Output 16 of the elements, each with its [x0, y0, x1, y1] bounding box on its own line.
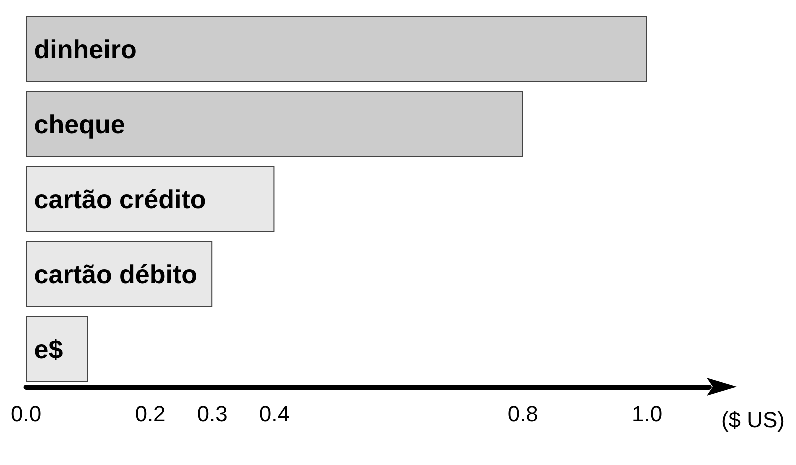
x-tick-label: 0.0: [10, 402, 42, 426]
x-tick-label: 0.3: [197, 402, 228, 426]
x-axis-title: ($ US): [721, 408, 785, 432]
x-tick-label: 0.2: [135, 402, 166, 426]
bar: [26, 16, 648, 82]
y-tick-label: cheque: [34, 110, 126, 140]
bar: [26, 92, 524, 158]
x-tick-label: 0.8: [508, 402, 538, 426]
bar: [26, 166, 275, 232]
y-tick-label: dinheiro: [34, 34, 137, 64]
bar: [26, 316, 88, 382]
y-tick-label: cartão débito: [34, 260, 198, 290]
x-tick-label: 0.4: [259, 402, 290, 426]
x-tick-label: 1.0: [632, 402, 663, 426]
y-tick-label: cartão crédito: [34, 184, 206, 214]
y-tick-label: e$: [34, 334, 64, 364]
